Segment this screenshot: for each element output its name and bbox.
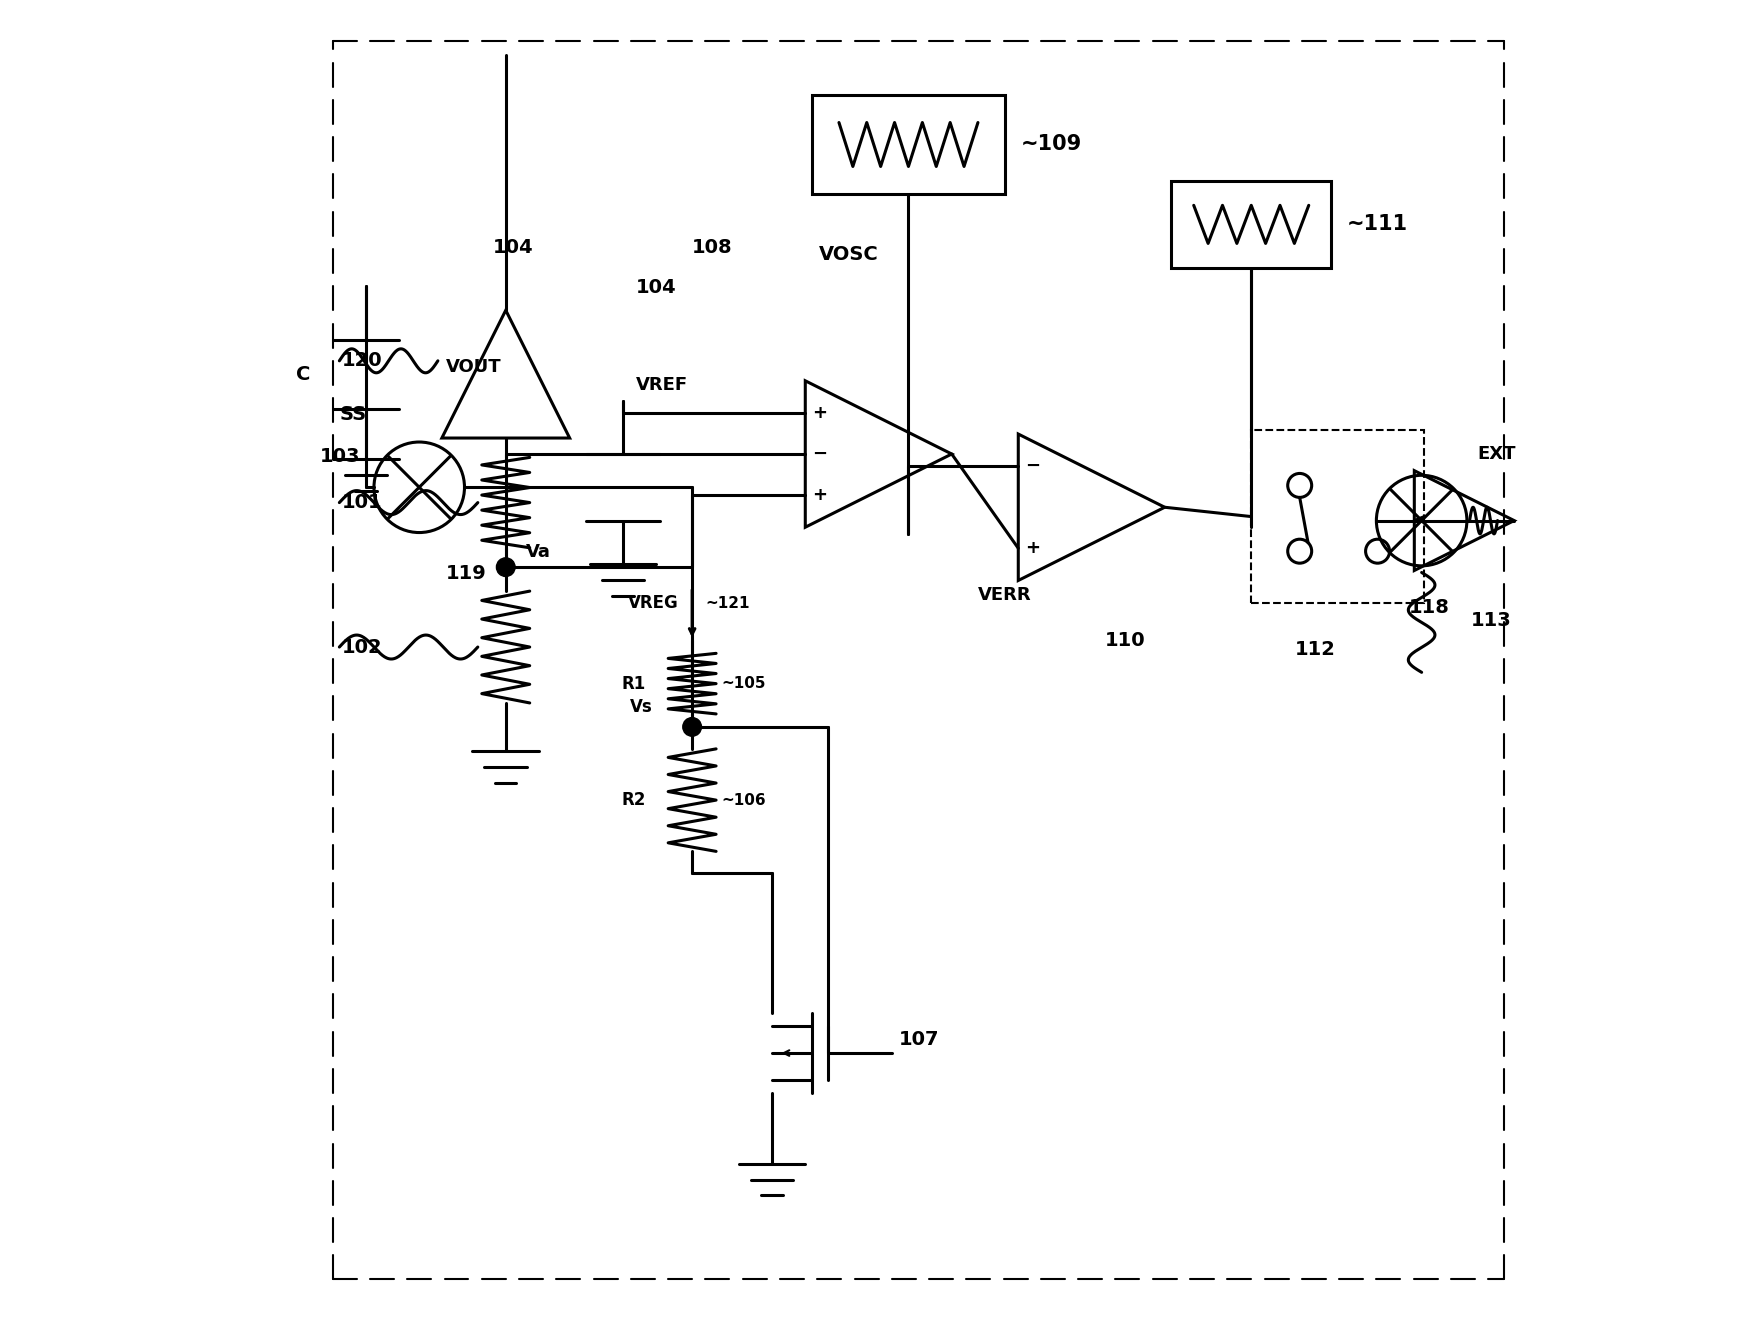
Text: +: + bbox=[812, 404, 828, 422]
Text: 107: 107 bbox=[898, 1030, 938, 1050]
Text: 102: 102 bbox=[343, 638, 383, 656]
Text: R1: R1 bbox=[622, 675, 645, 692]
Text: 101: 101 bbox=[343, 494, 383, 512]
Text: ~121: ~121 bbox=[706, 595, 750, 611]
Text: ~111: ~111 bbox=[1348, 215, 1407, 235]
Text: −: − bbox=[1024, 458, 1040, 475]
Text: 118: 118 bbox=[1409, 598, 1450, 616]
Text: EXT: EXT bbox=[1478, 446, 1516, 463]
Text: +: + bbox=[812, 486, 828, 504]
Text: 104: 104 bbox=[492, 239, 532, 257]
Bar bbox=[812, 95, 1005, 195]
Text: VREG: VREG bbox=[629, 594, 678, 612]
Text: VREF: VREF bbox=[636, 376, 689, 394]
Text: 119: 119 bbox=[446, 564, 487, 583]
Text: C: C bbox=[295, 364, 309, 384]
Text: 120: 120 bbox=[343, 351, 383, 371]
Text: ~105: ~105 bbox=[722, 676, 766, 691]
Text: 103: 103 bbox=[320, 447, 360, 466]
Text: 112: 112 bbox=[1295, 640, 1335, 659]
Circle shape bbox=[497, 558, 515, 576]
Circle shape bbox=[683, 718, 701, 736]
Text: R2: R2 bbox=[622, 791, 645, 810]
Bar bbox=[1251, 430, 1425, 603]
Text: VERR: VERR bbox=[979, 586, 1031, 604]
Text: 113: 113 bbox=[1471, 611, 1511, 630]
Text: Va: Va bbox=[525, 543, 550, 560]
Text: 110: 110 bbox=[1105, 631, 1146, 650]
Bar bbox=[1172, 181, 1332, 268]
Text: +: + bbox=[1024, 539, 1040, 558]
Text: ~109: ~109 bbox=[1021, 135, 1082, 155]
Text: SS: SS bbox=[339, 404, 367, 424]
Text: ~106: ~106 bbox=[722, 792, 766, 807]
Text: VOUT: VOUT bbox=[446, 359, 501, 376]
Text: 108: 108 bbox=[692, 239, 733, 257]
Text: 104: 104 bbox=[636, 277, 676, 297]
Text: −: − bbox=[812, 446, 828, 463]
Text: VOSC: VOSC bbox=[819, 245, 878, 264]
Text: Vs: Vs bbox=[629, 698, 652, 716]
